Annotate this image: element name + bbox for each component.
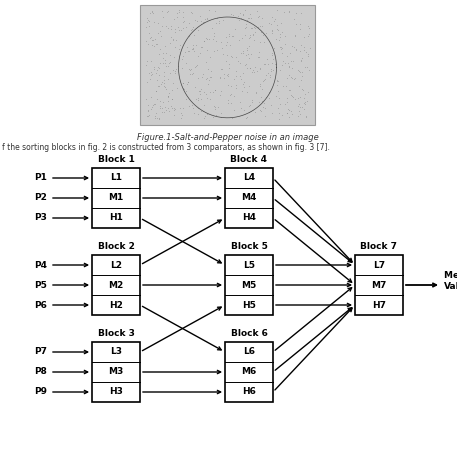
Text: L2: L2 [110,260,122,270]
Text: Block 5: Block 5 [231,242,267,251]
Text: M1: M1 [108,193,124,202]
Text: M6: M6 [241,367,257,377]
Text: Block 7: Block 7 [361,242,398,251]
Text: P8: P8 [34,367,47,377]
Text: Block 3: Block 3 [97,329,134,338]
Text: L6: L6 [243,347,255,356]
Text: P3: P3 [34,213,47,223]
Text: P6: P6 [34,301,47,309]
Bar [140,5,315,125]
Text: H7: H7 [372,301,386,309]
Text: Block 4: Block 4 [230,155,267,164]
Text: M7: M7 [371,281,387,289]
Text: P9: P9 [34,388,47,397]
Text: H1: H1 [109,213,123,223]
Bar [355,255,403,315]
Bar [92,255,140,315]
Text: H5: H5 [242,301,256,309]
Text: Block 2: Block 2 [97,242,134,251]
Text: Block 1: Block 1 [97,155,134,164]
Text: L4: L4 [243,174,255,182]
Text: f the sorting blocks in fig. 2 is constructed from 3 comparators, as shown in fi: f the sorting blocks in fig. 2 is constr… [2,143,330,152]
Text: Figure.1-Salt-and-Pepper noise in an image: Figure.1-Salt-and-Pepper noise in an ima… [137,133,319,142]
Text: P4: P4 [34,260,47,270]
Text: H6: H6 [242,388,256,397]
Bar [225,342,273,402]
Text: P1: P1 [34,174,47,182]
Text: L1: L1 [110,174,122,182]
Text: Block 6: Block 6 [231,329,267,338]
Text: M3: M3 [108,367,124,377]
Bar [92,342,140,402]
Text: P2: P2 [34,193,47,202]
Text: L7: L7 [373,260,385,270]
Text: M2: M2 [108,281,124,289]
Text: Median Pixel
Value: Median Pixel Value [444,271,457,291]
Text: H2: H2 [109,301,123,309]
Text: M4: M4 [241,193,257,202]
Bar [225,168,273,228]
Text: L3: L3 [110,347,122,356]
Text: P7: P7 [34,347,47,356]
Text: L5: L5 [243,260,255,270]
Text: M5: M5 [241,281,257,289]
Text: H4: H4 [242,213,256,223]
Bar [225,255,273,315]
Text: P5: P5 [34,281,47,289]
Text: H3: H3 [109,388,123,397]
Bar [92,168,140,228]
